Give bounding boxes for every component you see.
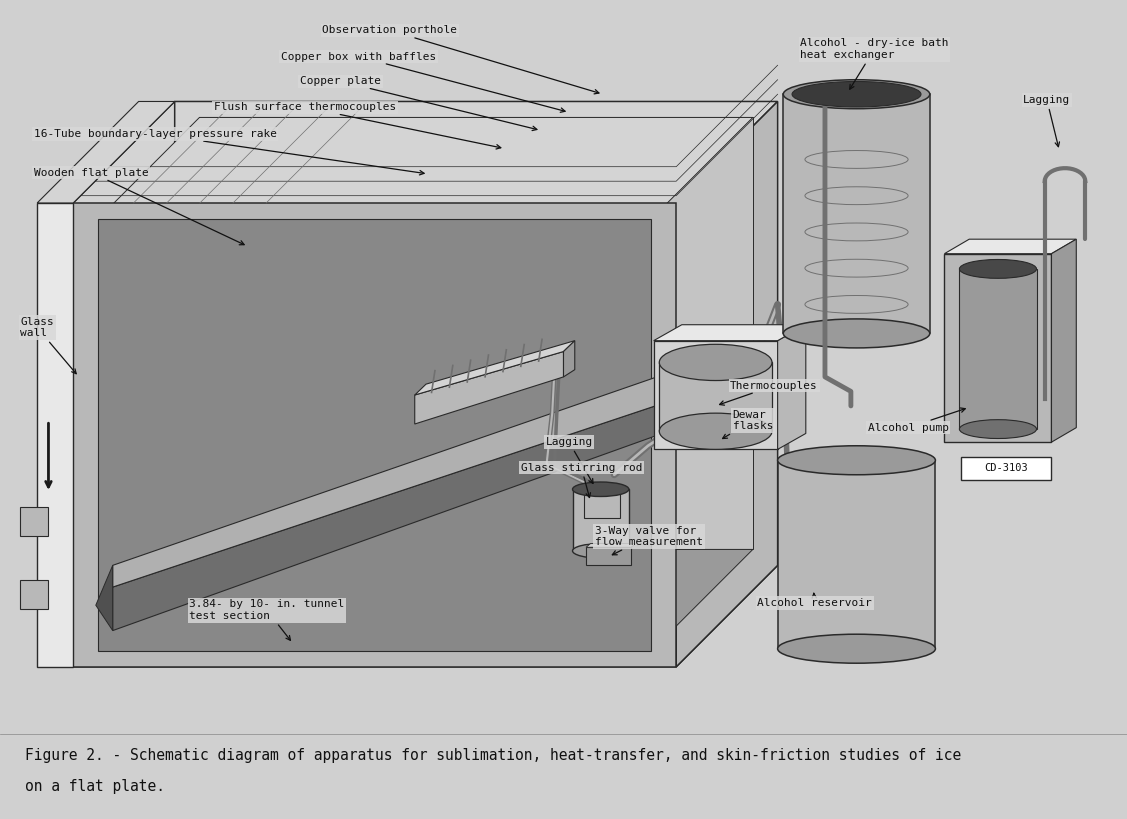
Polygon shape	[586, 547, 631, 565]
Polygon shape	[586, 544, 636, 547]
Text: 3-Way valve for
flow measurement: 3-Way valve for flow measurement	[595, 526, 703, 554]
Polygon shape	[654, 341, 778, 450]
Text: Alcohol - dry-ice bath
heat exchanger: Alcohol - dry-ice bath heat exchanger	[800, 38, 949, 89]
Polygon shape	[37, 102, 175, 203]
Polygon shape	[73, 102, 778, 203]
Polygon shape	[96, 565, 113, 631]
Text: Copper plate: Copper plate	[300, 76, 536, 130]
Polygon shape	[959, 269, 1037, 429]
Ellipse shape	[959, 260, 1037, 278]
Polygon shape	[199, 117, 753, 550]
Polygon shape	[573, 489, 629, 551]
Polygon shape	[113, 362, 699, 587]
Polygon shape	[944, 254, 1051, 442]
Text: Alcohol reservoir: Alcohol reservoir	[757, 593, 872, 608]
FancyBboxPatch shape	[961, 457, 1051, 480]
Text: Copper box with baffles: Copper box with baffles	[281, 52, 565, 112]
Polygon shape	[654, 324, 806, 341]
Text: Figure 2. - Schematic diagram of apparatus for sublimation, heat-transfer, and s: Figure 2. - Schematic diagram of apparat…	[25, 749, 961, 763]
Ellipse shape	[783, 319, 930, 348]
Polygon shape	[113, 391, 699, 631]
Polygon shape	[778, 460, 935, 649]
Text: on a flat plate.: on a flat plate.	[25, 779, 165, 794]
Ellipse shape	[573, 482, 629, 496]
Polygon shape	[778, 324, 806, 450]
Text: Alcohol pump: Alcohol pump	[868, 408, 965, 432]
Text: Observation porthole: Observation porthole	[322, 25, 598, 94]
Ellipse shape	[792, 81, 921, 107]
Text: Lagging: Lagging	[545, 437, 593, 483]
Polygon shape	[415, 341, 575, 395]
Ellipse shape	[659, 413, 772, 450]
Polygon shape	[944, 239, 1076, 254]
Text: Lagging: Lagging	[1023, 95, 1071, 147]
Polygon shape	[415, 351, 564, 424]
Polygon shape	[564, 341, 575, 377]
Ellipse shape	[778, 446, 935, 475]
Ellipse shape	[659, 344, 772, 381]
Text: Wooden flat plate: Wooden flat plate	[34, 168, 245, 245]
Polygon shape	[98, 117, 753, 219]
Text: Flush surface thermocouples: Flush surface thermocouples	[214, 102, 500, 149]
Ellipse shape	[783, 79, 930, 109]
Ellipse shape	[573, 544, 629, 558]
Polygon shape	[1051, 239, 1076, 442]
Polygon shape	[73, 565, 778, 667]
Polygon shape	[783, 94, 930, 333]
Polygon shape	[73, 102, 175, 667]
Polygon shape	[584, 486, 620, 518]
Polygon shape	[20, 580, 48, 609]
Text: Glass
wall: Glass wall	[20, 317, 77, 373]
Polygon shape	[659, 362, 772, 432]
Text: 3.84- by 10- in. tunnel
test section: 3.84- by 10- in. tunnel test section	[189, 600, 345, 640]
Ellipse shape	[778, 634, 935, 663]
Polygon shape	[73, 203, 676, 667]
Text: CD-3103: CD-3103	[985, 464, 1028, 473]
Polygon shape	[98, 219, 651, 651]
Polygon shape	[98, 550, 753, 651]
Polygon shape	[37, 203, 73, 667]
Polygon shape	[676, 102, 778, 667]
Text: 16-Tube boundary-layer pressure rake: 16-Tube boundary-layer pressure rake	[34, 129, 424, 175]
Ellipse shape	[959, 419, 1037, 438]
Text: Dewar
flasks: Dewar flasks	[722, 410, 773, 438]
Polygon shape	[20, 507, 48, 536]
Text: Thermocouples: Thermocouples	[720, 381, 818, 405]
Text: Glass stirring rod: Glass stirring rod	[521, 463, 642, 497]
